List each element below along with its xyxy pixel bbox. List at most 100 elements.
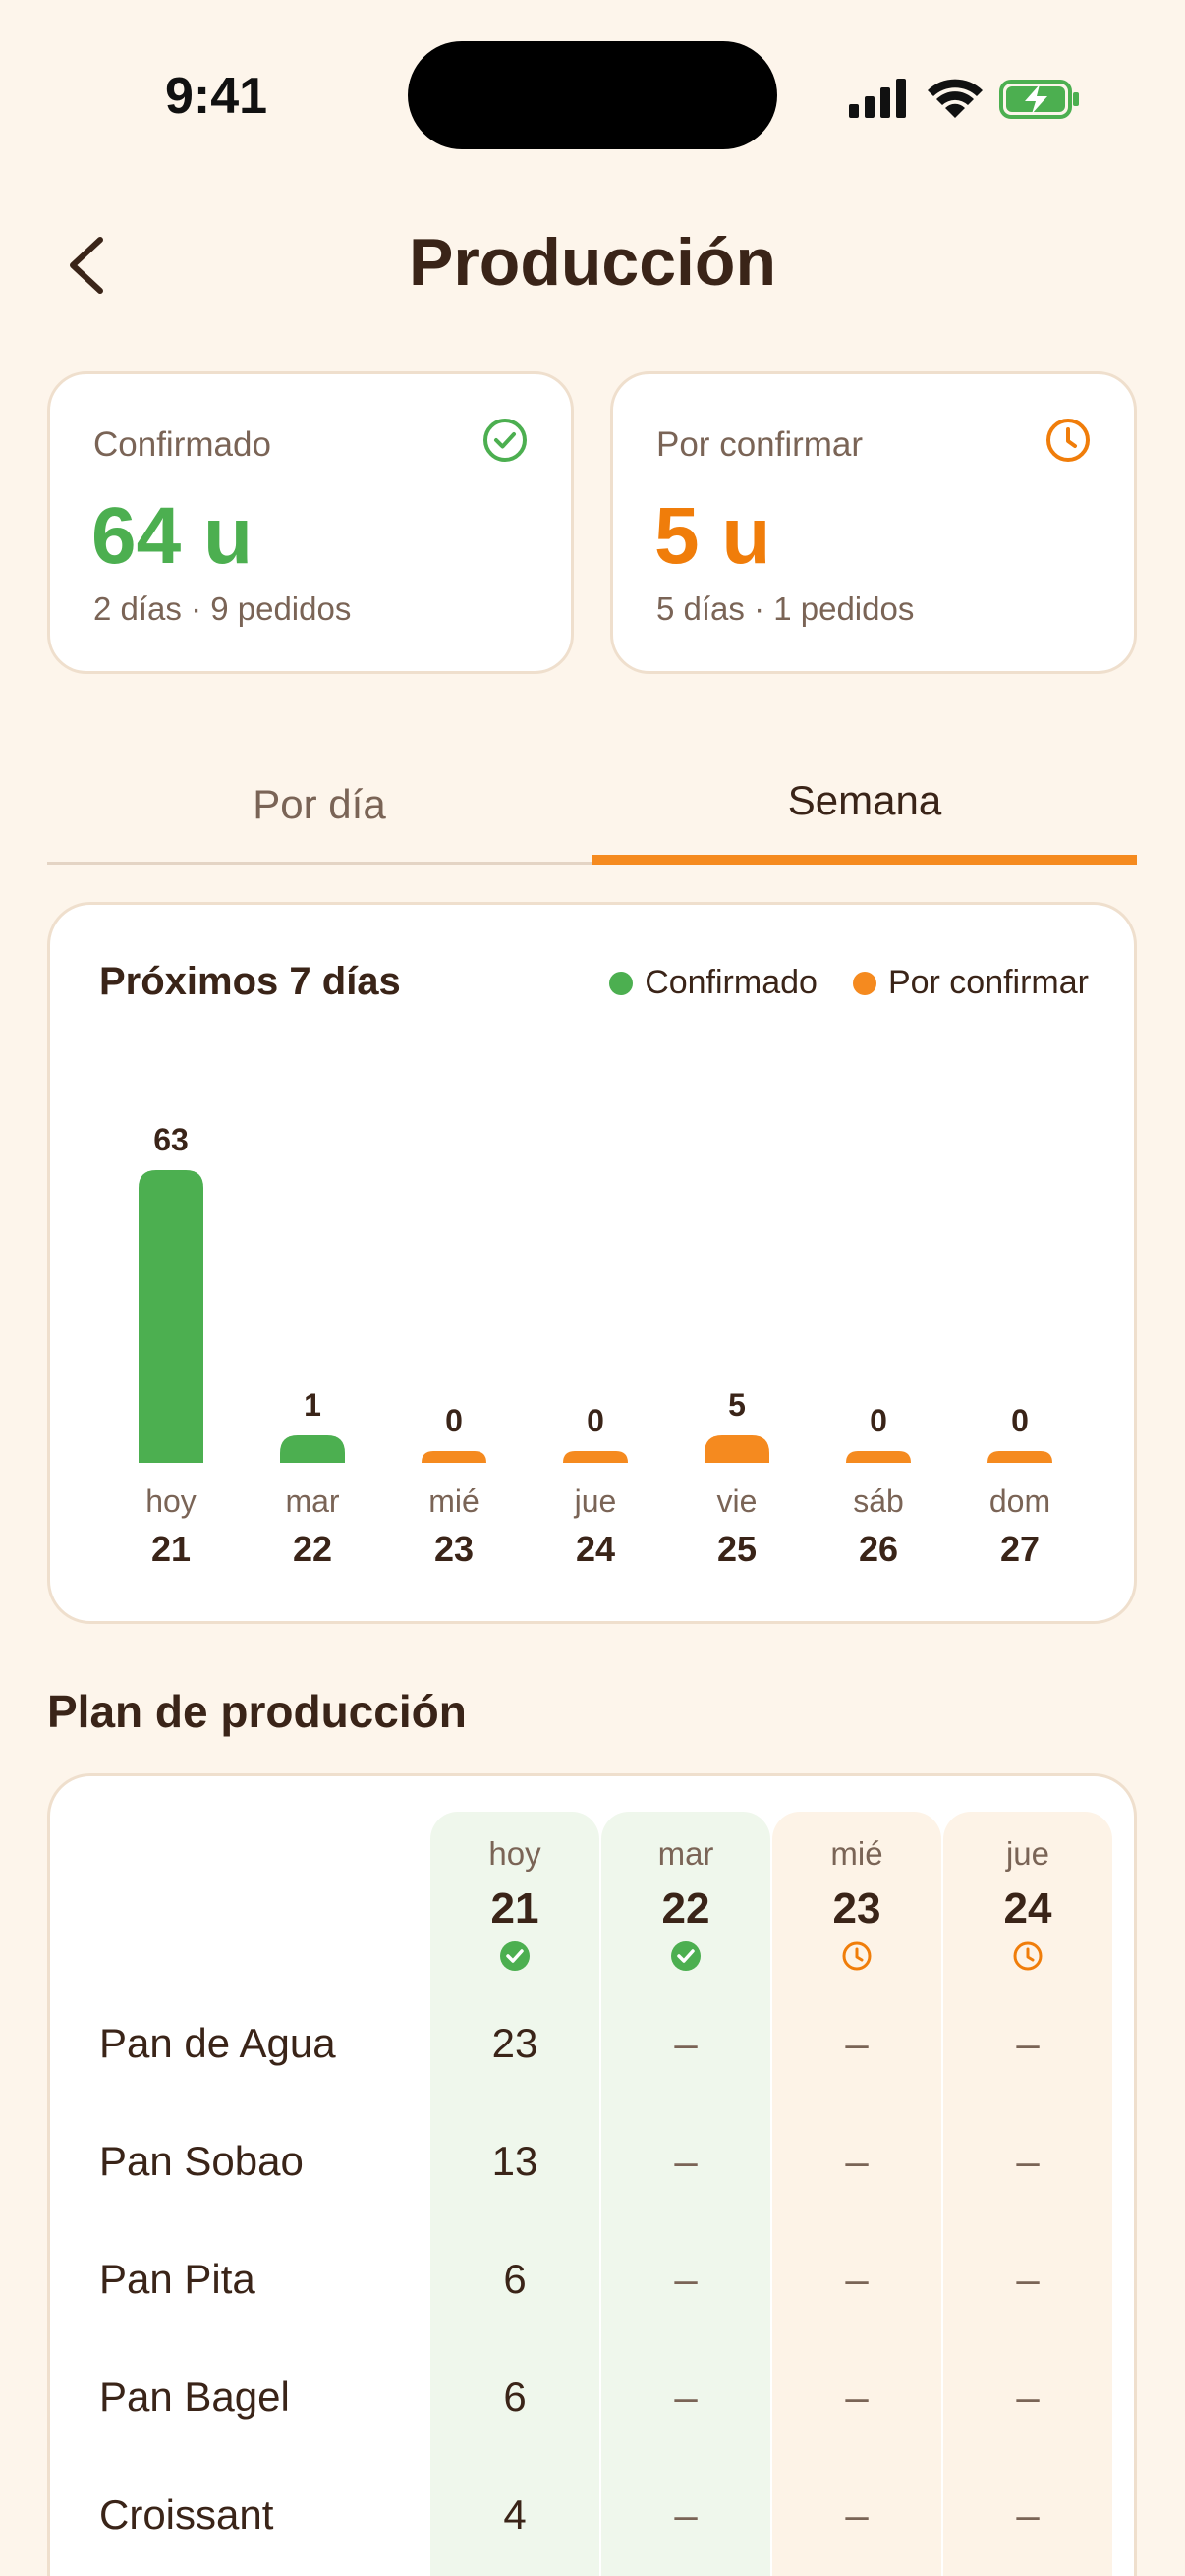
- cellular-signal-icon: [849, 79, 906, 118]
- check-circle-icon: [500, 1941, 530, 1971]
- production-plan-table: hoy 21 mar 22 mié 23 jue 24 Pan de Agua 23 – – – Pan …: [47, 1773, 1137, 2576]
- check-circle-icon: [671, 1941, 701, 1971]
- table-cell: –: [1016, 2256, 1040, 2302]
- view-tabs: Por día Semana: [47, 747, 1137, 865]
- x-tick-day-number: 22: [293, 1529, 332, 1569]
- row-product-name: Pan Pita: [99, 2256, 255, 2302]
- table-cell: 23: [491, 2020, 538, 2066]
- column-day-name: hoy: [488, 1835, 541, 1872]
- confirmed-summary-card: Confirmado 64 u 2 días · 9 pedidos: [47, 371, 574, 674]
- column-day-number: 22: [661, 1884, 710, 1932]
- column-background: [601, 1812, 770, 2576]
- tab-por-dia[interactable]: Por día: [47, 747, 592, 865]
- x-tick-day-number: 25: [717, 1529, 757, 1569]
- x-tick-day-name: mar: [285, 1484, 339, 1519]
- pending-label: Por confirmar: [656, 425, 864, 464]
- bar-value-label: 0: [587, 1403, 604, 1438]
- table-cell: –: [674, 2256, 698, 2302]
- wifi-icon: [928, 79, 983, 118]
- pending-value: 5 u: [654, 491, 771, 581]
- chart-bar-hoy: [139, 1170, 203, 1463]
- bar-value-label: 0: [1011, 1403, 1029, 1438]
- chart-bar-mié: [422, 1451, 486, 1463]
- chart-bar-mar: [280, 1435, 345, 1463]
- row-product-name: Pan de Agua: [99, 2020, 336, 2066]
- column-header-23: mié 23: [772, 1835, 941, 1973]
- row-product-name: Pan Bagel: [99, 2374, 290, 2420]
- legend-pending: Por confirmar: [852, 964, 1089, 1002]
- column-day-number: 24: [1003, 1884, 1052, 1932]
- clock-icon: [1013, 1941, 1043, 1971]
- column-day-name: jue: [1005, 1835, 1050, 1872]
- table-cell: –: [674, 2492, 698, 2538]
- column-background: [772, 1812, 941, 2576]
- weekly-chart-card: Próximos 7 días Confirmado Por confirmar…: [47, 902, 1137, 1624]
- table-cell: –: [674, 2020, 698, 2066]
- x-tick-day-number: 21: [151, 1529, 191, 1569]
- x-tick-day-name: jue: [574, 1484, 617, 1519]
- row-product-name: Pan Sobao: [99, 2138, 304, 2184]
- confirmed-subtitle: 2 días · 9 pedidos: [93, 590, 352, 627]
- column-day-number: 23: [832, 1884, 881, 1932]
- clock-icon: [842, 1941, 872, 1971]
- table-cell: –: [674, 2374, 698, 2420]
- confirmed-value: 64 u: [91, 491, 254, 581]
- x-tick-day-name: hoy: [145, 1484, 197, 1519]
- x-tick-day-name: sáb: [853, 1484, 904, 1519]
- chart-bar-jue: [563, 1451, 628, 1463]
- table-cell: –: [674, 2138, 698, 2184]
- table-cell: 6: [503, 2256, 527, 2302]
- chart-legend: Confirmado Por confirmar: [609, 964, 1089, 1002]
- chevron-left-icon: [70, 237, 103, 294]
- column-background: [943, 1812, 1112, 2576]
- status-time: 9:41: [165, 68, 268, 125]
- x-tick-day-number: 23: [434, 1529, 474, 1569]
- page-title: Producción: [408, 225, 777, 300]
- chart-title: Próximos 7 días: [99, 960, 401, 1003]
- row-product-name: Croissant: [99, 2492, 274, 2538]
- table-cell: –: [845, 2492, 869, 2538]
- bar-value-label: 63: [153, 1122, 189, 1157]
- table-cell: –: [1016, 2138, 1040, 2184]
- pending-summary-card: Por confirmar 5 u 5 días · 1 pedidos: [610, 371, 1137, 674]
- column-header-22: mar 22: [601, 1835, 770, 1973]
- column-header-21: hoy 21: [430, 1835, 599, 1973]
- legend-confirmed-label: Confirmado: [645, 964, 818, 1001]
- legend-pending-label: Por confirmar: [887, 964, 1089, 1001]
- legend-confirmed-dot: [609, 971, 634, 995]
- table-cell: –: [845, 2138, 869, 2184]
- x-tick-day-name: mié: [428, 1484, 480, 1519]
- column-background: [430, 1812, 599, 2576]
- table-cell: –: [1016, 2492, 1040, 2538]
- legend-confirmed: Confirmado: [609, 964, 818, 1002]
- confirmed-label: Confirmado: [93, 425, 271, 464]
- legend-pending-dot: [852, 971, 876, 995]
- column-day-number: 21: [490, 1884, 539, 1932]
- chart-bar-sáb: [846, 1451, 911, 1463]
- table-cell: –: [845, 2374, 869, 2420]
- table-cell: 6: [503, 2374, 527, 2420]
- table-cell: 13: [491, 2138, 538, 2184]
- x-tick-day-name: dom: [989, 1484, 1050, 1519]
- x-tick-day-number: 27: [1000, 1529, 1040, 1569]
- column-day-name: mar: [657, 1835, 714, 1872]
- clock-icon: [1046, 419, 1090, 462]
- chart-bar-dom: [988, 1451, 1052, 1463]
- bar-value-label: 0: [445, 1403, 463, 1438]
- x-tick-day-number: 26: [859, 1529, 898, 1569]
- table-cell: –: [845, 2256, 869, 2302]
- table-cell: 4: [503, 2492, 527, 2538]
- table-cell: –: [1016, 2374, 1040, 2420]
- column-header-24: jue 24: [943, 1835, 1112, 1973]
- table-cell: –: [1016, 2020, 1040, 2066]
- x-tick-day-number: 24: [576, 1529, 615, 1569]
- x-tick-day-name: vie: [717, 1484, 758, 1519]
- bar-chart: 63 hoy 21 1 mar 22 0 mié 23 0 jue 24 5 vie 25 0 sáb 26 0 do…: [139, 1122, 1052, 1569]
- battery-charging-icon: [999, 80, 1079, 119]
- back-button[interactable]: [57, 226, 116, 305]
- table-cell: –: [845, 2020, 869, 2066]
- status-icons: [849, 79, 1079, 119]
- tab-semana[interactable]: Semana: [592, 747, 1137, 865]
- bar-value-label: 0: [870, 1403, 887, 1438]
- column-day-name: mié: [830, 1835, 883, 1872]
